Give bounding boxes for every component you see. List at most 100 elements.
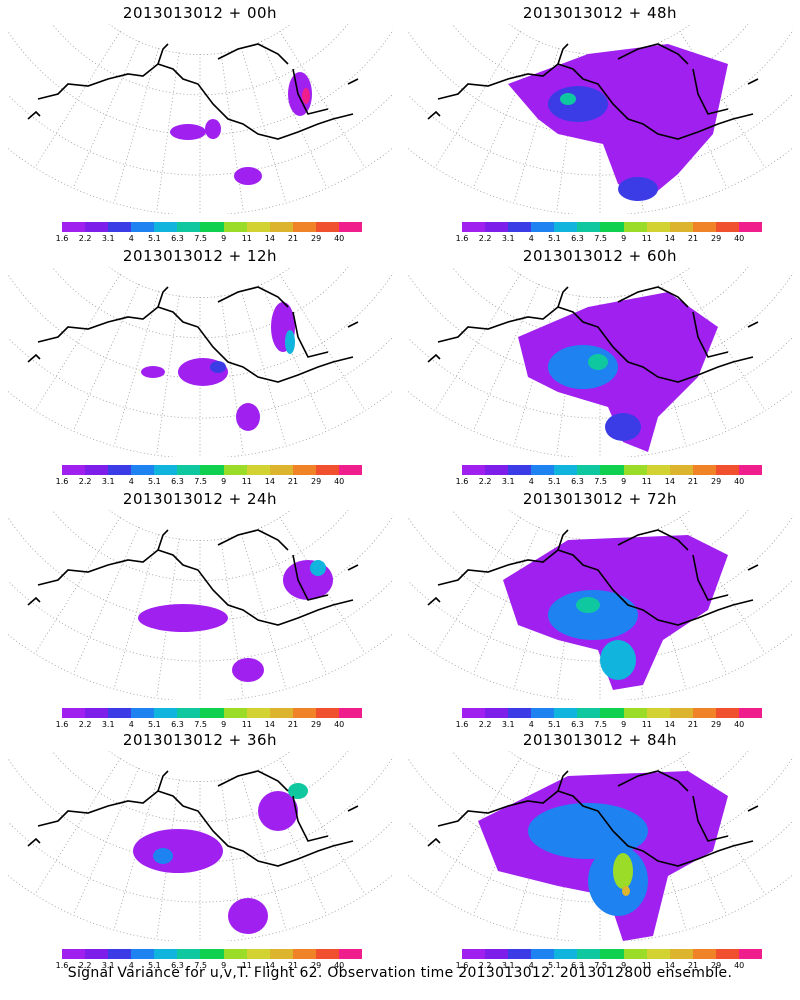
coastline bbox=[347, 321, 359, 328]
variance-region bbox=[508, 44, 728, 199]
latitude-line bbox=[508, 510, 692, 541]
color-bar-label: 21 bbox=[687, 720, 699, 729]
color-bar-label: 14 bbox=[664, 477, 675, 486]
meridian-line bbox=[473, 283, 540, 431]
color-bar-swatch bbox=[462, 222, 486, 232]
meridian-line bbox=[641, 775, 687, 930]
variance-region bbox=[618, 177, 658, 201]
meridian-line bbox=[34, 757, 121, 894]
coastline bbox=[27, 596, 41, 606]
coastline bbox=[347, 564, 359, 571]
color-bar-swatch bbox=[485, 949, 509, 959]
color-bar-swatch bbox=[154, 222, 178, 232]
color-bar-swatch bbox=[462, 465, 486, 475]
color-bar bbox=[62, 465, 363, 475]
meridian-line bbox=[279, 757, 366, 894]
color-bar-swatch bbox=[108, 949, 132, 959]
color-bar-label: 4 bbox=[128, 477, 134, 486]
color-bar-label: 6.3 bbox=[571, 234, 584, 243]
color-bar-label: 5.1 bbox=[148, 961, 161, 970]
meridian-line bbox=[241, 775, 287, 930]
color-bar-swatch bbox=[692, 222, 716, 232]
color-bar-label: 2.2 bbox=[78, 961, 92, 970]
color-bar-label: 7.5 bbox=[194, 720, 207, 729]
color-bar-swatch bbox=[108, 708, 132, 718]
color-bar-swatch bbox=[154, 465, 178, 475]
polar-map bbox=[8, 24, 393, 214]
color-bar-label: 6.3 bbox=[171, 234, 184, 243]
latitude-line bbox=[108, 267, 292, 298]
meridian-line bbox=[260, 767, 327, 915]
color-bar-swatch bbox=[669, 465, 693, 475]
color-bar-label: 21 bbox=[287, 720, 299, 729]
color-bar-label: 3.1 bbox=[501, 234, 515, 243]
color-bar-swatch bbox=[269, 222, 293, 232]
color-bar-label: 1.6 bbox=[55, 477, 69, 486]
color-bar-label: 7.5 bbox=[194, 477, 207, 486]
meridian-line bbox=[34, 516, 121, 653]
meridian-line bbox=[556, 295, 580, 455]
meridian-line bbox=[641, 291, 687, 446]
color-bar-swatch bbox=[554, 708, 578, 718]
color-bar-swatch bbox=[246, 708, 270, 718]
color-bar-swatch bbox=[269, 949, 293, 959]
meridian-line bbox=[220, 295, 244, 455]
color-bar-label: 29 bbox=[311, 961, 322, 970]
color-bar-swatch bbox=[646, 222, 670, 232]
meridian-line bbox=[660, 767, 727, 915]
color-bar-label: 1.6 bbox=[455, 720, 469, 729]
color-bar-label: 7.5 bbox=[594, 961, 607, 970]
variance-region bbox=[232, 658, 264, 682]
latitude-line bbox=[8, 29, 393, 136]
map-panel: 2013013012 + 00h 1.6 2.2 3.1 4 5.1 6.3 7.5 9 11 14… bbox=[0, 0, 400, 243]
variance-region bbox=[288, 72, 312, 116]
color-bar-label: 40 bbox=[734, 477, 745, 486]
meridian-line bbox=[513, 291, 559, 446]
map-panel: 2013013012 + 36h 1.6 2.2 3.1 4 5.1 6.3 7.5 9 11 14… bbox=[0, 727, 400, 970]
color-bar-swatch bbox=[738, 708, 763, 718]
latitude-line bbox=[408, 820, 793, 903]
meridian-line bbox=[156, 538, 180, 698]
panel-title: 2013013012 + 12h bbox=[122, 247, 278, 265]
color-bar-swatch bbox=[646, 465, 670, 475]
coastline bbox=[747, 321, 759, 328]
panel-title: 2013013012 + 60h bbox=[522, 247, 678, 265]
variance-region bbox=[302, 88, 310, 104]
color-bar-swatch bbox=[269, 465, 293, 475]
color-bar-swatch bbox=[85, 949, 109, 959]
color-bar-label: 5.1 bbox=[148, 477, 161, 486]
meridian-line bbox=[156, 779, 180, 939]
color-bar-swatch bbox=[131, 222, 155, 232]
color-bar bbox=[62, 222, 363, 232]
map-panel: 2013013012 + 24h 1.6 2.2 3.1 4 5.1 6.3 7.5 9 11 14… bbox=[0, 486, 400, 729]
color-bar-label: 9 bbox=[621, 720, 627, 729]
color-bar-swatch bbox=[154, 949, 178, 959]
polar-map bbox=[408, 24, 793, 214]
color-bar-label: 2.2 bbox=[478, 720, 492, 729]
color-bar-label: 40 bbox=[334, 961, 345, 970]
meridian-line bbox=[241, 48, 287, 203]
color-bar-label: 4 bbox=[128, 234, 134, 243]
graticule bbox=[8, 751, 393, 941]
color-bar-swatch bbox=[623, 708, 647, 718]
color-bar-swatch bbox=[62, 465, 86, 475]
color-bar-swatch bbox=[338, 465, 363, 475]
latitude-line bbox=[408, 579, 793, 662]
color-bar-swatch bbox=[108, 222, 132, 232]
color-bar-label: 3.1 bbox=[101, 477, 115, 486]
color-bar-swatch bbox=[338, 949, 363, 959]
graticule bbox=[8, 510, 393, 700]
latitude-line bbox=[51, 24, 349, 96]
coastline bbox=[347, 805, 359, 812]
meridian-line bbox=[156, 295, 180, 455]
coastline bbox=[217, 43, 289, 65]
meridian-line bbox=[473, 526, 540, 674]
color-bar-swatch bbox=[246, 222, 270, 232]
latitude-line bbox=[8, 93, 393, 176]
polar-map bbox=[408, 510, 793, 700]
variance-region bbox=[548, 590, 638, 640]
coastline bbox=[617, 529, 689, 551]
variance-region bbox=[576, 597, 600, 613]
color-bar-swatch bbox=[131, 708, 155, 718]
meridian-line bbox=[679, 30, 766, 167]
